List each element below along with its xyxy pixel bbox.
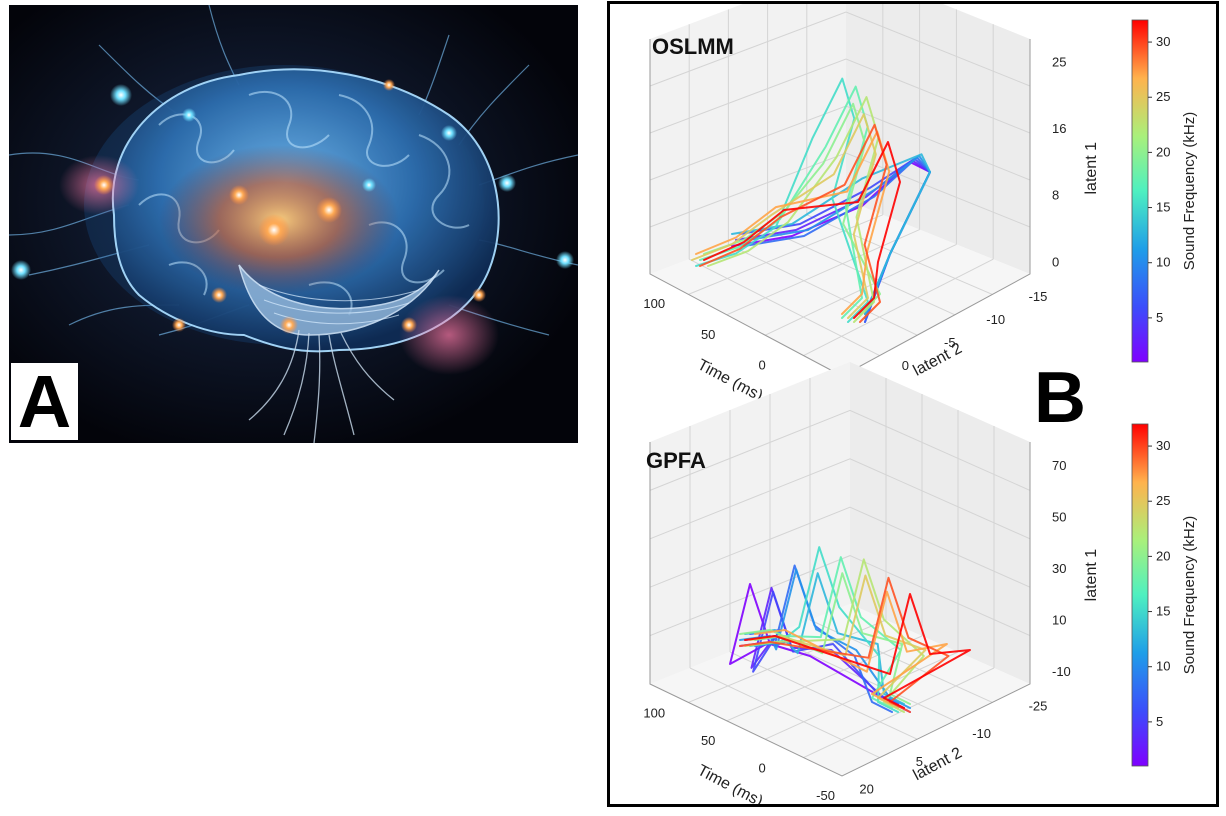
colorbar-tick-label: 10 xyxy=(1156,255,1170,270)
y-axis-label: latent 2 xyxy=(910,340,964,380)
trajectory-line xyxy=(739,576,950,713)
colorbar-tick-label: 25 xyxy=(1156,89,1170,104)
trajectory-line xyxy=(754,590,948,705)
trajectories xyxy=(729,546,971,713)
grid-line xyxy=(649,11,1031,87)
trajectory-line xyxy=(707,96,880,323)
z-axis-label: latent 1 xyxy=(1083,142,1100,195)
colorbar-tick-label: 5 xyxy=(1156,310,1163,325)
y-axis-label: latent 2 xyxy=(910,744,964,784)
grid-line xyxy=(649,58,1031,134)
y-tick-label: -5 xyxy=(944,335,956,350)
colorbar-tick-label: 5 xyxy=(1156,714,1163,729)
grid-line xyxy=(649,506,1031,588)
grid-line xyxy=(728,243,918,336)
grid-line xyxy=(649,409,1031,491)
grid-line xyxy=(649,152,1031,228)
trajectory-line xyxy=(749,574,927,709)
grid-line xyxy=(688,258,880,357)
grid-line xyxy=(729,651,918,740)
x-axis-label: Time (ms) xyxy=(695,762,766,804)
colorbar-tick-label: 10 xyxy=(1156,659,1170,674)
z-tick-label: 30 xyxy=(1052,561,1066,576)
grid-line xyxy=(803,258,994,357)
z-tick-label: 0 xyxy=(1052,254,1059,269)
back-pane xyxy=(846,4,1030,274)
y-tick-label: 5 xyxy=(916,754,923,769)
brain-illustration-panel xyxy=(9,5,578,443)
gpfa-plot: 100 50 0 -50 Time (ms) 20 5 -10 -25 latent 2 -10 10… xyxy=(643,362,1198,804)
colorbar xyxy=(1131,423,1149,767)
panel-label-b: B xyxy=(1034,358,1086,438)
trajectory-line xyxy=(744,593,971,709)
y-tick-label: -25 xyxy=(1029,699,1048,714)
z-tick-label: 70 xyxy=(1052,458,1066,473)
colorbar-tick-label: 30 xyxy=(1156,438,1170,453)
back-pane xyxy=(850,362,1030,684)
brain-network-illustration xyxy=(9,5,578,443)
z-tick-label: 16 xyxy=(1052,121,1066,136)
x-tick-label: 0 xyxy=(759,357,766,372)
x-tick-label: 100 xyxy=(643,296,665,311)
z-tick-label: 25 xyxy=(1052,55,1066,70)
colorbar-tick-label: 20 xyxy=(1156,144,1170,159)
colorbar-label: Sound Frequency (kHz) xyxy=(1181,516,1198,674)
z-tick-label: 50 xyxy=(1052,510,1066,525)
y-tick-label: 20 xyxy=(859,781,873,796)
x-tick-label: 0 xyxy=(759,761,766,776)
grid-line xyxy=(688,619,887,703)
panel-label-a: A xyxy=(11,363,78,440)
x-tick-label: 50 xyxy=(701,733,715,748)
z-axis-label: latent 1 xyxy=(1083,549,1100,602)
z-tick-label: -10 xyxy=(1052,664,1071,679)
y-tick-label: -15 xyxy=(1029,289,1048,304)
trajectory-line xyxy=(731,153,931,315)
plot-title: GPFA xyxy=(646,448,706,473)
grid-line xyxy=(806,214,993,295)
colorbar-tick-label: 15 xyxy=(1156,200,1170,215)
z-tick-label: 10 xyxy=(1052,612,1066,627)
x-tick-label: 50 xyxy=(701,327,715,342)
grid-line xyxy=(726,635,923,722)
colorbar-tick-label: 20 xyxy=(1156,548,1170,563)
colorbar-tick-label: 25 xyxy=(1156,493,1170,508)
x-tick-label: 100 xyxy=(643,705,665,720)
colorbar xyxy=(1131,19,1149,363)
grid-line xyxy=(649,555,1031,637)
left-pane xyxy=(650,4,846,274)
grid-line xyxy=(767,229,956,316)
x-axis-label: Time (ms) xyxy=(695,356,766,405)
grid-line xyxy=(764,651,959,740)
grid-line xyxy=(803,667,995,759)
trajectories xyxy=(691,77,931,323)
grid-line xyxy=(726,229,920,316)
x-tick-label: -50 xyxy=(816,788,835,803)
grid-line xyxy=(689,667,880,759)
y-tick-label: 0 xyxy=(902,358,909,373)
colorbar-label: Sound Frequency (kHz) xyxy=(1181,112,1198,270)
plot-title: OSLMM xyxy=(652,34,734,59)
left-pane xyxy=(650,362,850,684)
trajectory-line xyxy=(703,141,901,319)
y-tick-label: -10 xyxy=(972,726,991,741)
grid-line xyxy=(649,458,1031,540)
z-tick-label: 8 xyxy=(1052,188,1059,203)
y-tick-label: -10 xyxy=(986,312,1005,327)
colorbar-tick-label: 30 xyxy=(1156,34,1170,49)
colorbar-tick-label: 15 xyxy=(1156,604,1170,619)
axis-edges xyxy=(649,442,1031,777)
